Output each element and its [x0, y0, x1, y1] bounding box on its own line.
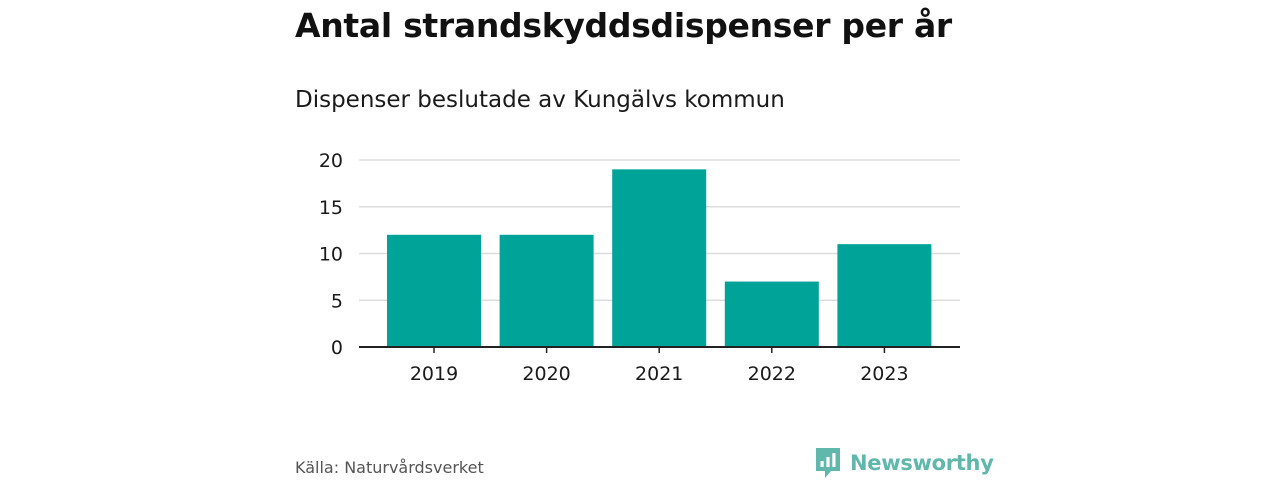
axes: 0 5 10 15 20 2019 2020 2021 2022 2023 [319, 150, 960, 385]
x-tick-label: 2022 [748, 363, 796, 385]
y-tick-label: 0 [331, 337, 343, 359]
x-tick-label: 2021 [635, 363, 683, 385]
brand-name: Newsworthy [850, 451, 994, 475]
x-tick-label: 2019 [410, 363, 458, 385]
source-note: Källa: Naturvårdsverket [295, 458, 484, 477]
chart-title: Antal strandskyddsdispenser per år [295, 6, 952, 45]
y-tick-label: 15 [319, 197, 343, 219]
chart-subtitle: Dispenser beslutade av Kungälvs kommun [295, 87, 785, 113]
newsworthy-logo-icon [816, 448, 840, 478]
bar-2022 [724, 281, 819, 347]
bar-2019 [387, 234, 481, 347]
y-tick-label: 10 [319, 244, 343, 266]
bar-2023 [837, 244, 932, 347]
brand-logo: Newsworthy [814, 446, 994, 480]
x-tick-label: 2023 [860, 363, 908, 385]
y-tick-label: 5 [331, 290, 343, 312]
bar-2020 [499, 234, 594, 347]
x-tick-label: 2020 [522, 363, 570, 385]
bar-2021 [612, 169, 707, 347]
bars [387, 169, 932, 347]
y-tick-label: 20 [319, 150, 343, 172]
